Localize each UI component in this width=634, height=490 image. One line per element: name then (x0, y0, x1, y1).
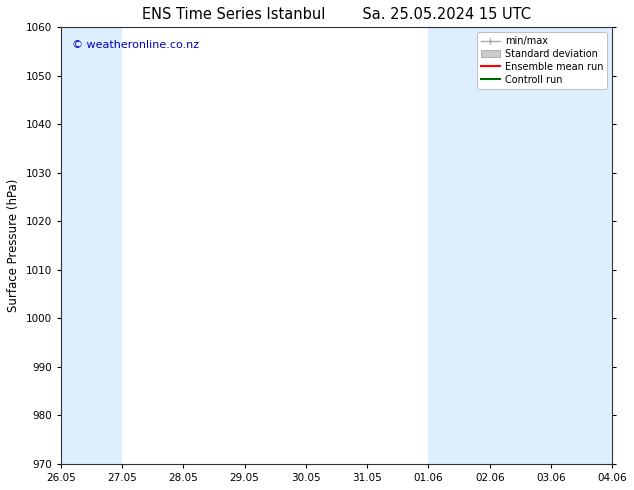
Bar (61, 27, 122, 464)
Bar (551, 27, 612, 464)
Title: ENS Time Series Istanbul        Sa. 25.05.2024 15 UTC: ENS Time Series Istanbul Sa. 25.05.2024 … (142, 7, 531, 22)
Bar (489, 27, 551, 464)
Y-axis label: Surface Pressure (hPa): Surface Pressure (hPa) (7, 179, 20, 312)
Text: © weatheronline.co.nz: © weatheronline.co.nz (72, 40, 199, 50)
Bar (429, 27, 489, 464)
Legend: min/max, Standard deviation, Ensemble mean run, Controll run: min/max, Standard deviation, Ensemble me… (477, 32, 607, 89)
